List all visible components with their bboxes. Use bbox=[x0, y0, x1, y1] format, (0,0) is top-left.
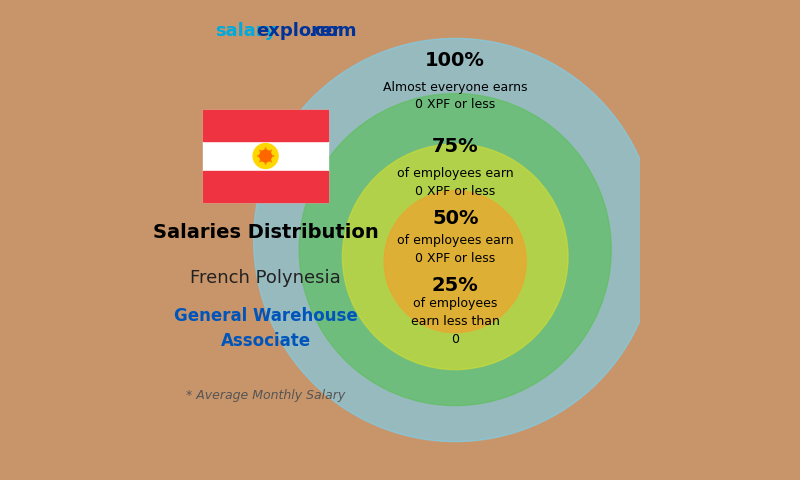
Circle shape bbox=[299, 94, 611, 406]
Text: Salaries Distribution: Salaries Distribution bbox=[153, 223, 378, 242]
Text: salary: salary bbox=[215, 22, 277, 40]
Text: 100%: 100% bbox=[426, 50, 485, 70]
Text: 50%: 50% bbox=[432, 209, 478, 228]
Bar bbox=[203, 171, 328, 202]
Text: Almost everyone earns
0 XPF or less: Almost everyone earns 0 XPF or less bbox=[383, 81, 527, 111]
FancyArrow shape bbox=[260, 150, 270, 160]
FancyArrow shape bbox=[257, 153, 268, 159]
FancyArrow shape bbox=[262, 147, 269, 158]
Circle shape bbox=[254, 38, 657, 442]
Text: 25%: 25% bbox=[432, 276, 478, 295]
Circle shape bbox=[384, 191, 526, 333]
Text: 75%: 75% bbox=[432, 137, 478, 156]
Text: * Average Monthly Salary: * Average Monthly Salary bbox=[186, 389, 346, 402]
FancyArrow shape bbox=[262, 154, 269, 165]
Bar bbox=[203, 110, 328, 202]
Text: of employees earn
0 XPF or less: of employees earn 0 XPF or less bbox=[397, 234, 514, 265]
Text: of employees earn
0 XPF or less: of employees earn 0 XPF or less bbox=[397, 167, 514, 198]
Text: .com: .com bbox=[308, 22, 356, 40]
FancyArrow shape bbox=[262, 150, 271, 160]
Text: of employees
earn less than
0: of employees earn less than 0 bbox=[410, 297, 500, 346]
FancyArrow shape bbox=[263, 153, 274, 159]
FancyArrow shape bbox=[262, 152, 271, 162]
Bar bbox=[203, 110, 328, 141]
Text: explorer: explorer bbox=[256, 22, 341, 40]
Circle shape bbox=[260, 150, 271, 162]
Text: French Polynesia: French Polynesia bbox=[190, 269, 341, 287]
Circle shape bbox=[253, 144, 278, 168]
FancyArrow shape bbox=[260, 152, 270, 162]
Circle shape bbox=[342, 144, 568, 370]
Text: General Warehouse
Associate: General Warehouse Associate bbox=[174, 307, 358, 350]
